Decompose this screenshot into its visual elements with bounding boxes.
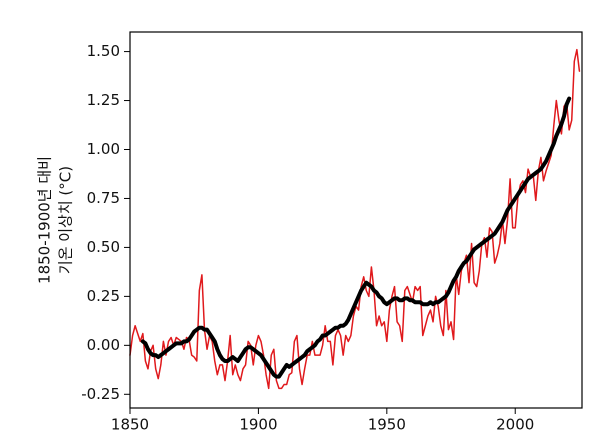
- line-series: [140, 96, 572, 379]
- y-axis-label: 기온 이상치 (°C): [57, 166, 75, 274]
- y-tick-label: 1.25: [87, 91, 120, 109]
- y-tick-label: 1.50: [87, 42, 120, 60]
- y-tick-label: 0.00: [87, 336, 120, 354]
- y-tick-label: 0.50: [87, 238, 120, 256]
- plot-frame: [129, 31, 583, 409]
- y-tick-label: 0.75: [87, 189, 120, 207]
- x-tick-label: 1950: [368, 416, 406, 434]
- y-axis-label: 1850-1900년 대비: [36, 156, 54, 284]
- x-tick-label: 2000: [496, 416, 534, 434]
- y-tick-label: 1.00: [87, 140, 120, 158]
- y-tick-label: 0.25: [87, 287, 120, 305]
- y-tick-label: -0.25: [81, 385, 120, 403]
- line-series: [129, 48, 581, 390]
- x-tick-label: 1850: [111, 416, 149, 434]
- x-tick-label: 1900: [239, 416, 277, 434]
